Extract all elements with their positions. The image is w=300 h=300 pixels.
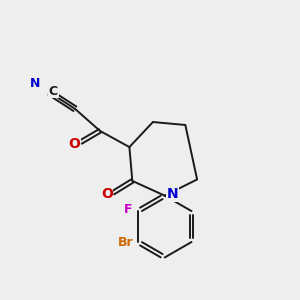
Text: O: O bbox=[68, 136, 80, 151]
Text: Br: Br bbox=[118, 236, 134, 248]
Text: O: O bbox=[101, 187, 113, 201]
Text: N: N bbox=[30, 77, 40, 90]
Text: C: C bbox=[49, 85, 58, 98]
Text: F: F bbox=[124, 203, 133, 216]
Text: N: N bbox=[167, 187, 179, 201]
